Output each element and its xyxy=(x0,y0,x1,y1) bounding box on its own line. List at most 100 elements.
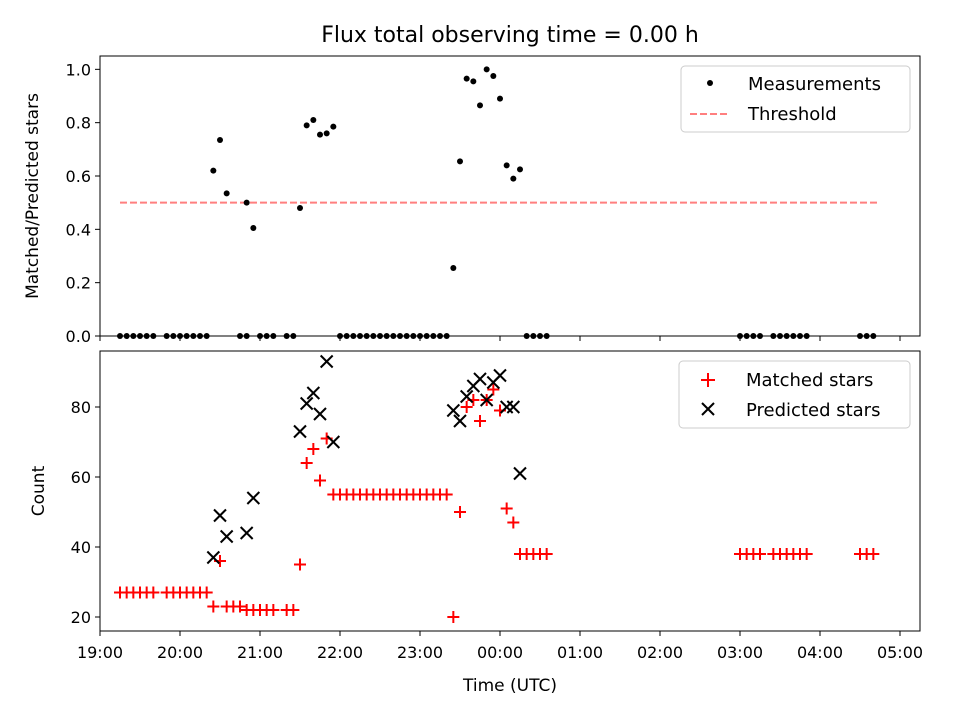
matched-star-point xyxy=(287,604,300,616)
predicted-star-point xyxy=(239,526,254,540)
bottom-y-tick-label: 80 xyxy=(71,398,91,417)
matched-star-point xyxy=(307,443,320,455)
top-y-tick-label: 0.6 xyxy=(66,167,91,186)
top-axes-frame xyxy=(99,55,921,337)
matched-star-point xyxy=(800,548,813,560)
x-tick-label: 20:00 xyxy=(157,643,203,662)
x-tick-label: 04:00 xyxy=(797,643,843,662)
matched-star-point xyxy=(460,401,473,413)
predicted-star-point xyxy=(493,368,507,383)
x-tick-label: 23:00 xyxy=(397,643,443,662)
matched-star-point xyxy=(300,457,313,469)
predicted-star-point xyxy=(246,491,261,505)
predicted-star-point xyxy=(326,435,341,449)
predicted-star-point xyxy=(306,386,321,400)
measurement-point xyxy=(310,117,317,123)
x-tick-label: 22:00 xyxy=(317,643,363,662)
measurement-point xyxy=(297,205,303,211)
bottom-legend: Matched stars Predicted stars xyxy=(678,360,911,429)
top-legend: Measurements Threshold xyxy=(680,65,911,133)
matched-star-point xyxy=(500,502,513,515)
predicted-star-point xyxy=(319,354,334,369)
measurement-point xyxy=(250,225,257,231)
measurement-point xyxy=(317,131,323,138)
bottom-y-tick-label: 60 xyxy=(71,468,91,487)
predicted-star-point xyxy=(459,389,474,404)
bottom-y-axis-label: Count xyxy=(29,465,49,516)
predicted-star-point xyxy=(499,400,514,414)
matched-star-point xyxy=(294,558,306,571)
measurement-point xyxy=(503,162,510,169)
measurement-point xyxy=(517,166,523,173)
x-tick-label: 00:00 xyxy=(477,643,523,662)
measurement-point xyxy=(330,123,337,130)
measurement-point xyxy=(223,190,230,197)
measurement-point xyxy=(457,158,463,165)
bottom-y-tick-label: 20 xyxy=(71,608,91,627)
matched-star-point xyxy=(474,415,486,427)
matched-star-point xyxy=(754,548,766,560)
predicted-star-point xyxy=(473,372,487,386)
top-y-tick-label: 0.8 xyxy=(66,114,91,133)
predicted-star-point xyxy=(479,393,494,407)
predicted-star-point xyxy=(299,396,314,411)
predicted-star-point xyxy=(206,550,221,565)
predicted-star-point xyxy=(213,508,227,523)
x-tick-label: 05:00 xyxy=(877,643,923,662)
measurement-point xyxy=(217,137,223,143)
chart-title: Flux total observing time = 0.00 h xyxy=(321,23,699,48)
x-tick-label: 01:00 xyxy=(557,643,603,662)
matched-star-point xyxy=(314,474,326,487)
measurement-point xyxy=(450,265,457,271)
matched-star-point xyxy=(487,383,500,396)
measurement-point xyxy=(323,130,330,137)
matched-star-point xyxy=(867,548,880,560)
measurement-point xyxy=(490,73,497,79)
predicted-star-point xyxy=(293,424,307,439)
top-y-tick-label: 0.0 xyxy=(66,327,91,346)
measurement-point xyxy=(483,66,490,73)
bottom-axes-frame xyxy=(99,350,921,632)
x-axis-label: Time (UTC) xyxy=(462,676,557,696)
predicted-star-point xyxy=(453,414,467,428)
top-y-tick-label: 0.4 xyxy=(66,220,91,239)
legend-predicted-marker xyxy=(701,402,715,416)
measurement-point xyxy=(243,199,250,206)
matched-star-point xyxy=(234,600,246,613)
bottom-panel: 20 40 60 80 19:00 20:00 21:00 22:00 23:00 00:00 0… xyxy=(29,350,923,696)
legend-predicted-label: Predicted stars xyxy=(746,400,880,421)
legend-measurements-marker xyxy=(707,80,713,86)
x-tick-label: 19:00 xyxy=(77,643,123,662)
top-y-axis-label: Matched/Predicted stars xyxy=(23,93,43,299)
predicted-star-point xyxy=(219,529,234,544)
bottom-legend-box xyxy=(678,360,911,429)
bottom-plot-area xyxy=(114,354,880,623)
top-y-tick-label: 1.0 xyxy=(66,60,91,79)
measurement-point xyxy=(303,122,310,129)
legend-threshold-label: Threshold xyxy=(747,104,837,125)
x-tick-label: 02:00 xyxy=(637,643,683,662)
matched-star-point xyxy=(267,604,280,616)
x-tick-label: 21:00 xyxy=(237,643,283,662)
predicted-star-point xyxy=(513,466,527,481)
matched-star-point xyxy=(540,548,553,560)
bottom-x-ticks: 19:00 20:00 21:00 22:00 23:00 00:00 01:00 02:00… xyxy=(77,631,923,662)
top-y-tick-label: 0.2 xyxy=(66,274,91,293)
matched-star-point xyxy=(200,586,213,599)
measurement-point xyxy=(497,95,503,102)
predicted-star-point xyxy=(506,400,521,414)
legend-measurements-label: Measurements xyxy=(748,74,881,95)
measurement-point xyxy=(510,175,517,182)
matched-star-point xyxy=(207,600,220,613)
predicted-star-point xyxy=(446,403,461,418)
measurement-point xyxy=(470,78,477,85)
legend-matched-marker xyxy=(701,373,715,387)
measurement-point xyxy=(463,75,470,82)
top-y-ticks: 0.0 0.2 0.4 0.6 0.8 1.0 xyxy=(66,60,901,346)
predicted-star-point xyxy=(313,407,327,421)
measurement-point xyxy=(210,167,217,174)
matched-star-point xyxy=(147,586,160,599)
bottom-y-ticks: 20 40 60 80 xyxy=(71,398,100,627)
matched-star-point xyxy=(440,488,453,501)
